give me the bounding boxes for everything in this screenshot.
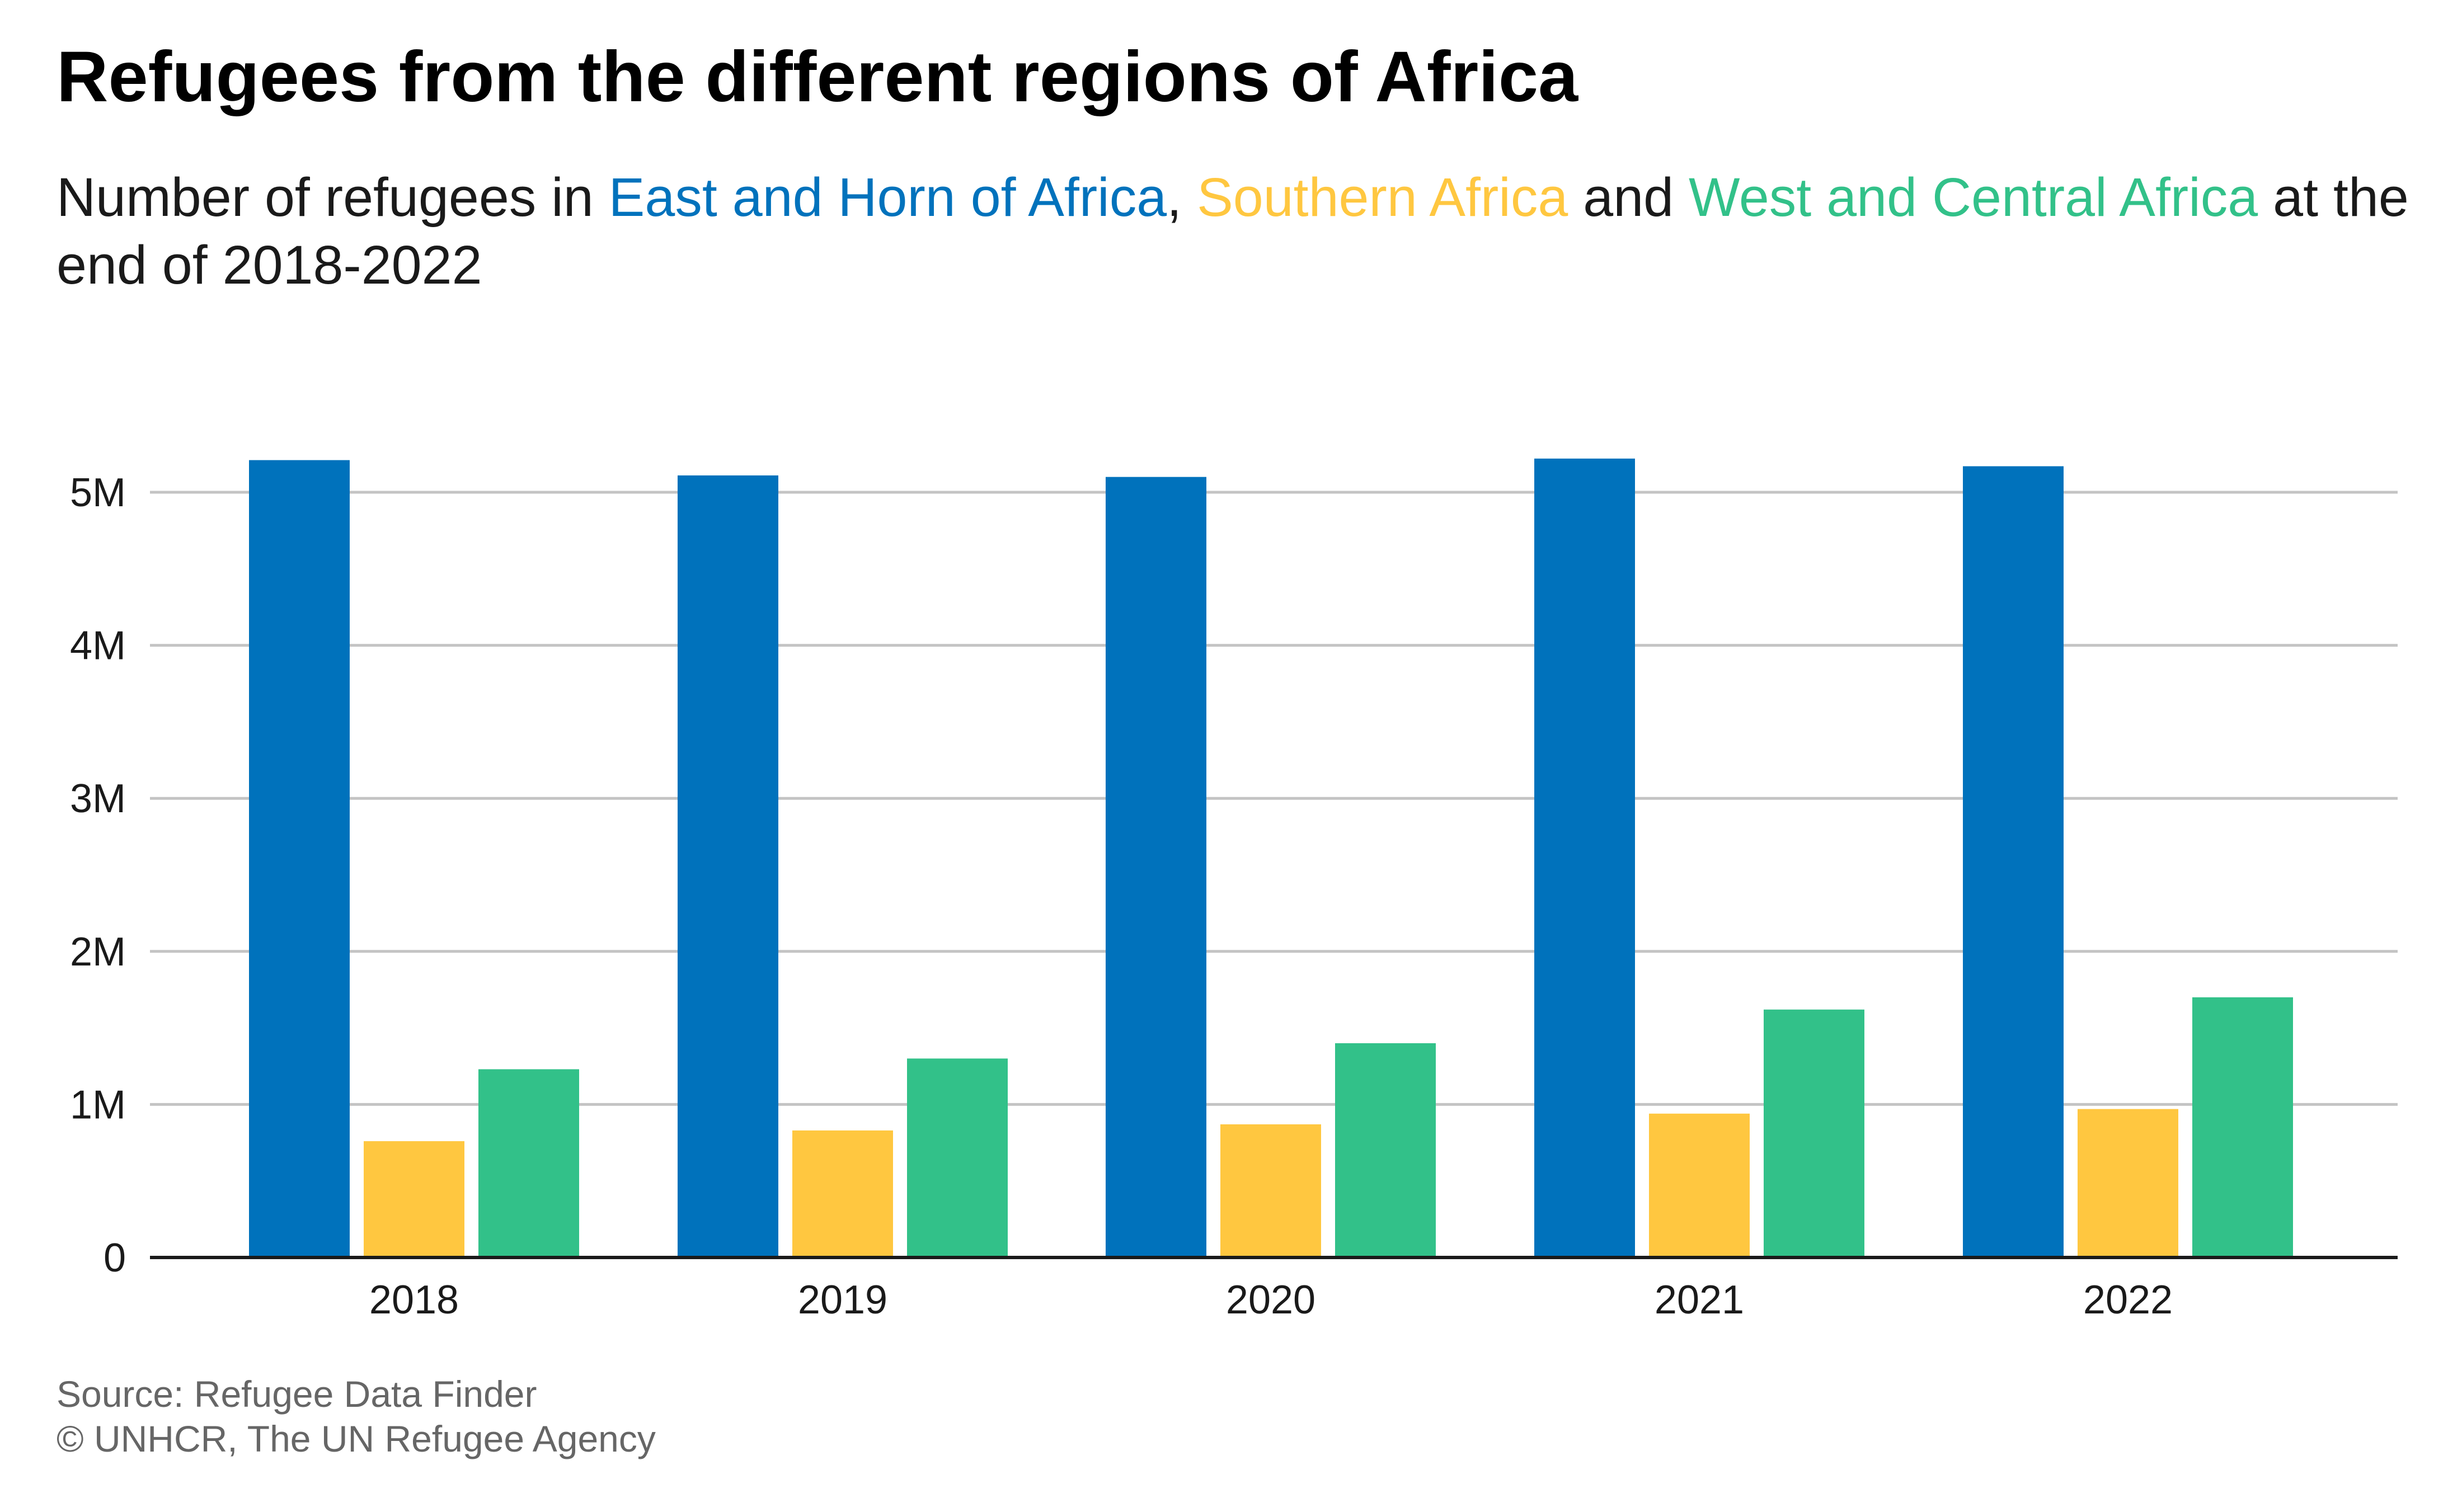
bar-east-and-horn-of-africa-2018	[249, 460, 350, 1258]
y-axis: 0 1M 2M 3M 4M 5M	[70, 470, 126, 1280]
bars	[249, 458, 2293, 1258]
subtitle-suffix: at the end of 2018-2022	[57, 167, 2409, 295]
bar-southern-africa-2020	[1220, 1124, 1321, 1257]
chart-title: Refugees from the different regions of A…	[57, 37, 1578, 117]
subtitle-prefix: Number of refugees in	[57, 167, 609, 228]
bar-west-and-central-africa-2020	[1335, 1043, 1436, 1257]
subtitle-separator-2: and	[1568, 167, 1689, 228]
y-tick-label: 5M	[70, 470, 126, 515]
legend-label-east-horn: East and Horn of Africa	[608, 167, 1167, 228]
bar-chart: 0 1M 2M 3M 4M 5M 2018 2019 2020 2021 2022	[70, 458, 2398, 1322]
x-tick-label: 2021	[1655, 1278, 1744, 1322]
credit-note: © UNHCR, The UN Refugee Agency	[57, 1418, 656, 1459]
x-tick-label: 2020	[1226, 1278, 1315, 1322]
y-tick-label: 1M	[70, 1082, 126, 1127]
bar-west-and-central-africa-2019	[907, 1058, 1008, 1257]
y-tick-label: 3M	[70, 776, 126, 821]
x-tick-label: 2018	[369, 1278, 459, 1322]
bar-southern-africa-2022	[2078, 1109, 2178, 1257]
chart-subtitle: Number of refugees in East and Horn of A…	[57, 163, 2418, 299]
y-tick-label: 4M	[70, 624, 126, 668]
y-tick-label: 0	[104, 1236, 126, 1280]
x-tick-label: 2019	[798, 1278, 887, 1322]
legend-label-southern: Southern Africa	[1197, 167, 1568, 228]
bar-west-and-central-africa-2018	[478, 1069, 579, 1257]
footer: Source: Refugee Data Finder © UNHCR, The…	[57, 1372, 656, 1461]
bar-southern-africa-2019	[792, 1130, 893, 1257]
bar-east-and-horn-of-africa-2019	[678, 475, 778, 1257]
y-tick-label: 2M	[70, 930, 126, 974]
subtitle-separator-1: ,	[1167, 167, 1197, 228]
bar-southern-africa-2021	[1649, 1113, 1750, 1257]
bar-east-and-horn-of-africa-2021	[1534, 458, 1635, 1257]
bar-east-and-horn-of-africa-2020	[1106, 477, 1206, 1257]
bar-west-and-central-africa-2021	[1764, 1009, 1864, 1257]
bar-west-and-central-africa-2022	[2192, 997, 2293, 1257]
source-note: Source: Refugee Data Finder	[57, 1373, 537, 1415]
x-axis: 2018 2019 2020 2021 2022	[150, 1256, 2398, 1322]
x-tick-label: 2022	[2083, 1278, 2173, 1322]
bar-east-and-horn-of-africa-2022	[1963, 466, 2064, 1257]
bar-southern-africa-2018	[364, 1141, 464, 1257]
legend-label-west-central: West and Central Africa	[1689, 167, 2258, 228]
